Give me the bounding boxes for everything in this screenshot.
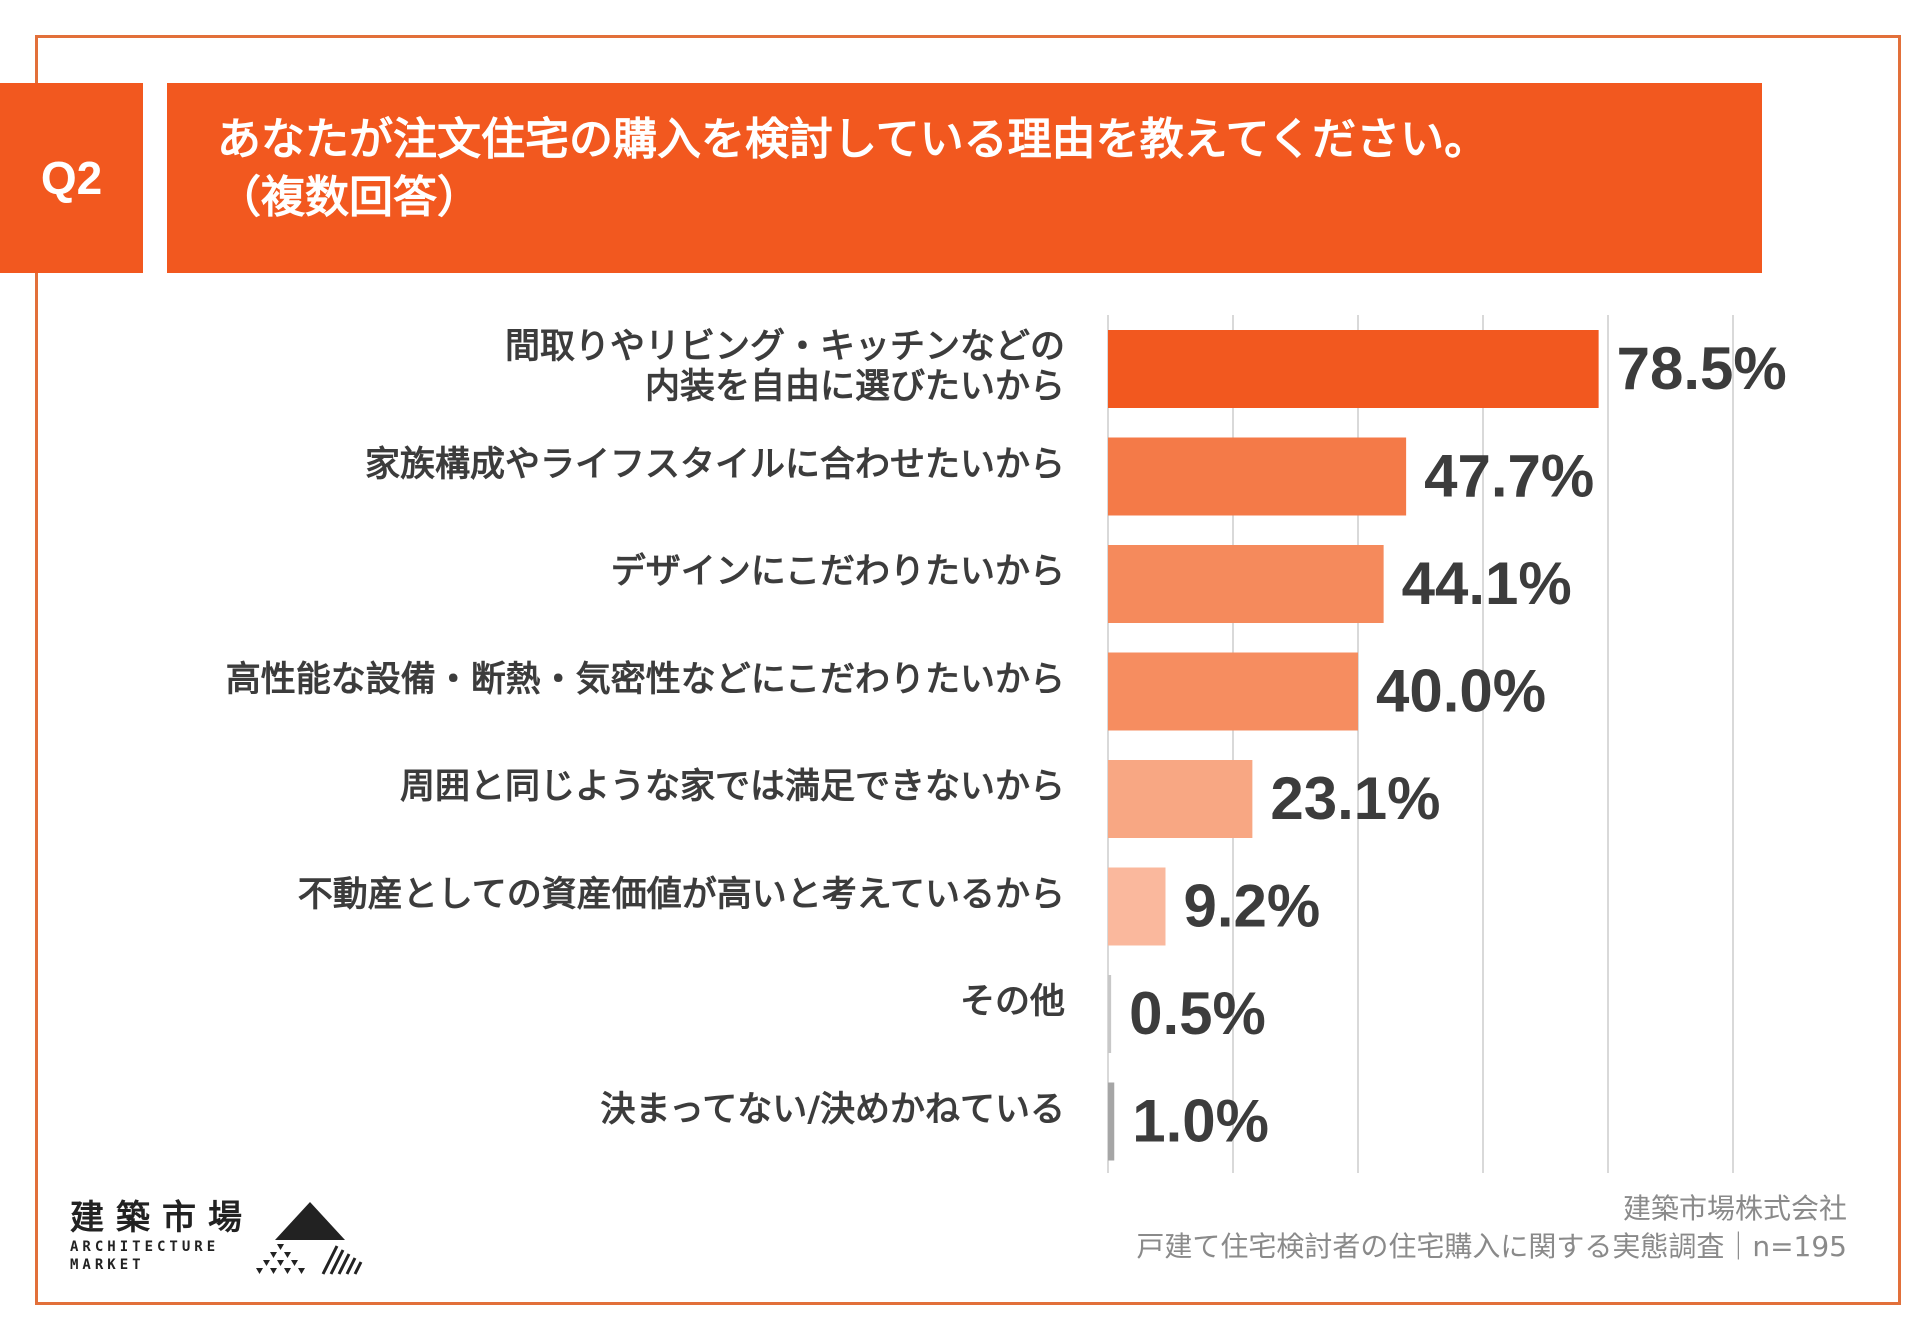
value-label-3: 40.0%	[1376, 658, 1546, 725]
logo-en-line2: MARKET	[70, 1257, 145, 1273]
category-label-line: 家族構成やライフスタイルに合わせたいから	[364, 444, 1065, 485]
bar-0	[1108, 330, 1599, 408]
logo-kanji: 建築市場	[70, 1198, 254, 1238]
value-label-0: 78.5%	[1617, 335, 1787, 402]
bar-2	[1108, 545, 1384, 623]
footer-source: 建築市場株式会社 戸建て住宅検討者の住宅購入に関する実態調査｜n=195	[1136, 1190, 1847, 1266]
question-title-line1: あなたが注文住宅の購入を検討している理由を教えてください。	[217, 114, 1489, 165]
category-label-3: 高性能な設備・断熱・気密性などにこだわりたいから	[226, 660, 1065, 700]
company-logo: 建築市場 ARCHITECTURE MARKET	[70, 1198, 363, 1275]
bar-1	[1108, 437, 1407, 516]
value-label-2: 44.1%	[1402, 550, 1572, 617]
category-label-7: 決まってない/決めかねている	[600, 1090, 1065, 1130]
category-label-line: 内装を自由に選びたいから	[644, 367, 1065, 407]
category-label-0: 間取りやリビング・キッチンなどの 内装を自由に選びたいから	[505, 327, 1065, 407]
category-label-line: 決まってない/決めかねている	[600, 1089, 1065, 1130]
category-label-line: デザインにこだわりたいから	[610, 552, 1065, 592]
category-label-4: 周囲と同じような家では満足できないから	[400, 767, 1065, 807]
category-label-6: その他	[960, 982, 1065, 1022]
logo-mountain-icon	[256, 1202, 363, 1275]
value-label-5: 9.2%	[1184, 873, 1321, 940]
chart-frame	[35, 35, 1901, 1305]
category-label-line: 高性能な設備・断熱・気密性などにこだわりたいから	[225, 659, 1065, 700]
category-label-line: 周囲と同じような家では満足できないから	[399, 767, 1065, 807]
value-label-4: 23.1%	[1270, 765, 1440, 832]
category-label-line: 間取りやリビング・キッチンなどの	[504, 327, 1065, 367]
logo-en-line1: ARCHITECTURE	[70, 1239, 220, 1255]
value-label-7: 1.0%	[1132, 1088, 1269, 1155]
value-label-6: 0.5%	[1129, 980, 1266, 1047]
footer-company: 建築市場株式会社	[1622, 1192, 1847, 1225]
bar-3	[1108, 652, 1358, 731]
bar-5	[1108, 867, 1166, 946]
bar-7	[1108, 1082, 1115, 1161]
value-label-1: 47.7%	[1424, 443, 1594, 510]
bar-6	[1108, 975, 1112, 1053]
question-title-line2: （複数回答）	[217, 172, 481, 223]
category-label-line: その他	[959, 982, 1065, 1022]
category-label-line: 不動産としての資産価値が高いと考えているから	[297, 874, 1065, 915]
question-title: あなたが注文住宅の購入を検討している理由を教えてください。 （複数回答）	[167, 83, 1762, 273]
category-label-1: 家族構成やライフスタイルに合わせたいから	[365, 445, 1065, 485]
bar-4	[1108, 760, 1253, 838]
question-number-badge: Q2	[0, 83, 143, 273]
category-label-2: デザインにこだわりたいから	[611, 552, 1065, 592]
footer-survey: 戸建て住宅検討者の住宅購入に関する実態調査｜n=195	[1136, 1230, 1847, 1263]
category-label-5: 不動産としての資産価値が高いと考えているから	[298, 875, 1065, 915]
